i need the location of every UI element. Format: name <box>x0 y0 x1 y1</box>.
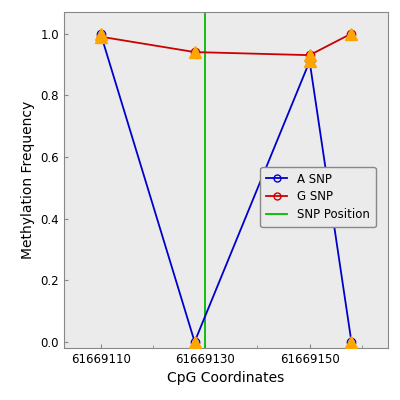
Legend: A SNP, G SNP, SNP Position: A SNP, G SNP, SNP Position <box>260 167 376 227</box>
Y-axis label: Methylation Frequency: Methylation Frequency <box>21 101 35 259</box>
X-axis label: CpG Coordinates: CpG Coordinates <box>167 372 285 386</box>
